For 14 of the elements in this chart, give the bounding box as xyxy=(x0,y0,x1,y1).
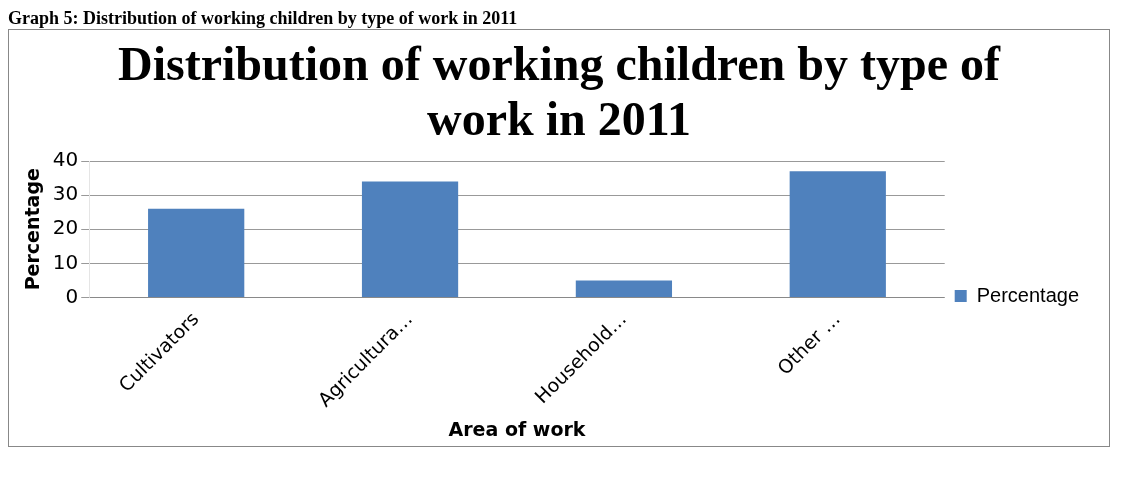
bar xyxy=(148,209,245,298)
bar xyxy=(361,181,459,298)
caption: Graph 5: Distribution of working children by type of work in 2011 xyxy=(8,8,519,29)
chart-title: Distribution of working children by type of work in 2011 xyxy=(117,36,1002,147)
x-axis-title: Area of work xyxy=(448,417,586,440)
y-tick-label: 0 xyxy=(65,284,79,309)
bar xyxy=(575,280,673,298)
y-tick-label: 30 xyxy=(52,181,79,206)
legend-label: Percentage xyxy=(976,283,1079,306)
y-tick-label: 40 xyxy=(52,147,79,172)
y-tick-label: 20 xyxy=(52,215,79,240)
y-tick-label: 10 xyxy=(52,249,79,274)
bar xyxy=(789,171,886,298)
y-axis-title: Percentage xyxy=(21,168,44,291)
